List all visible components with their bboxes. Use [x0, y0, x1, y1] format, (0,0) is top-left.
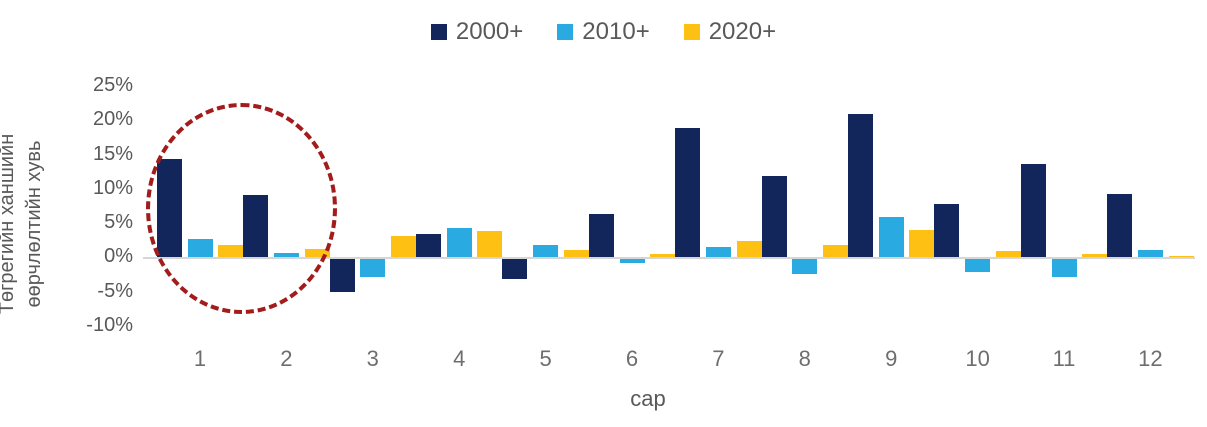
bar-2010+-month-8 [792, 258, 818, 274]
legend-swatch-2010+ [557, 24, 574, 40]
highlight-dashed-circle [146, 103, 337, 314]
bar-2000+-month-11 [1020, 163, 1046, 257]
chart-legend: 2000+ 2010+ 2020+ [0, 18, 1207, 46]
x-axis-title: сар [630, 386, 666, 411]
bar-2000+-month-5 [502, 258, 528, 279]
x-tick-label-2: 2 [280, 346, 293, 371]
bar-2020+-month-10 [995, 250, 1021, 257]
bar-2020+-month-9 [909, 230, 935, 257]
legend-label: 2020+ [708, 18, 777, 45]
x-tick-label-3: 3 [366, 346, 379, 371]
x-tick-label-5: 5 [539, 346, 552, 371]
bar-2000+-month-9 [848, 114, 873, 257]
x-tick-label-12: 12 [1138, 346, 1163, 371]
x-tick-label-7: 7 [712, 346, 725, 371]
legend-swatch-2020+ [683, 24, 700, 40]
bar-2000+-month-10 [934, 204, 960, 257]
y-tick-label-20: 20% [92, 108, 133, 131]
bar-2000+-month-4 [416, 234, 441, 257]
x-tick-label-9: 9 [885, 346, 898, 371]
bar-2010+-month-10 [965, 258, 991, 273]
bar-2000+-month-12 [1107, 193, 1133, 257]
bar-2000+-month-3 [329, 258, 355, 293]
y-tick-label-25: 25% [92, 74, 133, 96]
legend-item-2010+: 2010+ [557, 18, 650, 46]
bar-2010+-month-11 [1051, 258, 1077, 278]
bar-2010+-month-4 [446, 228, 472, 257]
bar-2010+-month-3 [360, 258, 386, 277]
y-tick-label--10: -10% [86, 314, 133, 337]
zero-axis-line [143, 257, 1195, 259]
bar-2020+-month-5 [563, 250, 589, 257]
bar-2020+-month-7 [736, 240, 762, 257]
bar-2010+-month-9 [878, 217, 904, 257]
y-tick-label-5: 5% [104, 211, 133, 234]
bar-2010+-month-7 [705, 246, 731, 257]
x-tick-label-11: 11 [1052, 346, 1076, 371]
bar-2000+-month-7 [675, 128, 701, 257]
y-tick-label--5: -5% [97, 279, 133, 302]
bar-2000+-month-8 [761, 176, 787, 257]
bar-2020+-month-4 [477, 230, 503, 257]
bar-2010+-month-6 [619, 258, 645, 263]
x-tick-label-4: 4 [453, 346, 466, 371]
legend-item-2020+: 2020+ [683, 18, 777, 46]
bar-2020+-month-8 [823, 244, 848, 257]
x-tick-label-10: 10 [965, 346, 990, 371]
bar-2000+-month-6 [588, 214, 614, 257]
legend-item-2000+: 2000+ [430, 18, 524, 46]
bar-2020+-month-6 [650, 253, 676, 257]
bar-2020+-month-11 [1082, 254, 1108, 257]
bar-2010+-month-5 [533, 244, 559, 257]
x-tick-label-8: 8 [798, 346, 811, 371]
x-tick-label-6: 6 [625, 346, 639, 371]
y-tick-label-0: 0% [104, 245, 133, 268]
legend-swatch-2000+ [430, 24, 447, 40]
y-axis-title-line1: Төгрегийн ханшийн [0, 133, 18, 315]
legend-label: 2000+ [455, 18, 524, 45]
y-tick-label-10: 10% [92, 176, 133, 199]
bar-2020+-month-12 [1168, 256, 1194, 257]
legend-label: 2010+ [582, 18, 650, 45]
bar-2020+-month-3 [391, 236, 416, 257]
y-tick-label-15: 15% [92, 142, 133, 165]
x-tick-label-1: 1 [193, 346, 207, 371]
bar-2010+-month-12 [1137, 250, 1163, 257]
